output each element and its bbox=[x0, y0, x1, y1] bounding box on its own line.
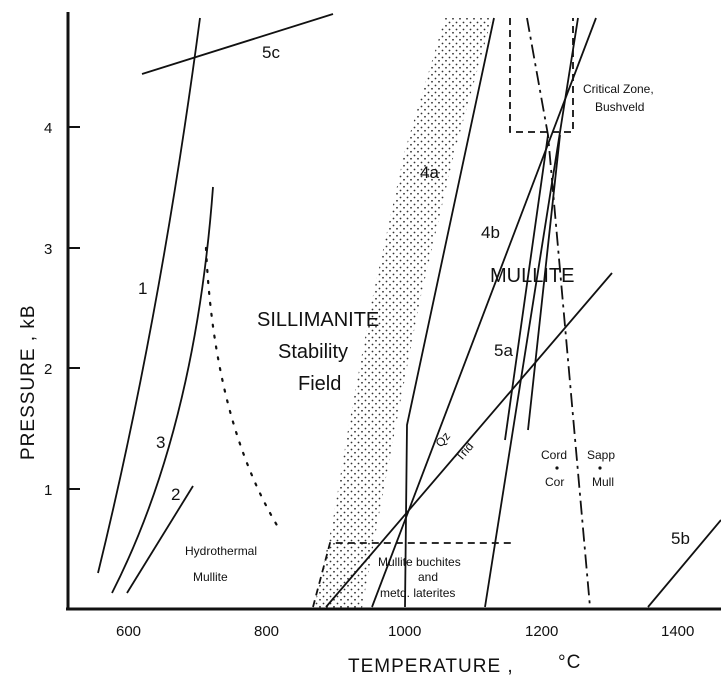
hydrothermal-trend-dotted bbox=[204, 246, 280, 529]
critical-zone-box bbox=[509, 18, 574, 133]
curve-label-5a: 5a bbox=[494, 341, 513, 360]
cord-cor-marker bbox=[555, 466, 559, 470]
x-tick-label-600: 600 bbox=[116, 623, 141, 640]
curve-label-4a: 4a bbox=[420, 163, 439, 182]
sapp-label: Sapp bbox=[587, 448, 615, 462]
curve-5c bbox=[141, 13, 334, 75]
curve-label-1: 1 bbox=[138, 279, 147, 298]
buchites-box bbox=[312, 542, 514, 608]
reaction-line-steep-3 bbox=[504, 134, 549, 441]
x-tick-label-800: 800 bbox=[254, 623, 279, 640]
y-tick-label-3: 3 bbox=[44, 241, 52, 258]
buchites-and-label: and bbox=[418, 570, 438, 584]
cor-label: Cor bbox=[545, 475, 564, 489]
y-tick-label-1: 1 bbox=[44, 482, 52, 499]
trid-label: Trid bbox=[453, 439, 477, 463]
curve-label-2: 2 bbox=[171, 485, 180, 504]
curve-3 bbox=[111, 186, 214, 594]
x-axis-title: TEMPERATURE , bbox=[348, 656, 514, 677]
hydrothermal-mullite-label: Mullite bbox=[193, 570, 228, 584]
sapp-mull-marker bbox=[598, 466, 602, 470]
critical-zone-label: Critical Zone, bbox=[583, 82, 654, 96]
sillimanite-label: SILLIMANITE bbox=[257, 309, 379, 331]
y-tick-label-2: 2 bbox=[44, 361, 52, 378]
curve-1 bbox=[97, 17, 201, 574]
curve-5b bbox=[647, 519, 721, 608]
x-tick-label-1000: 1000 bbox=[388, 623, 421, 640]
mull-label: Mull bbox=[592, 475, 614, 489]
dash-dot-boundary bbox=[526, 17, 591, 608]
x-tick-label-1400: 1400 bbox=[661, 623, 694, 640]
curve-label-3: 3 bbox=[156, 433, 165, 452]
laterites-label: metd. laterites bbox=[380, 586, 455, 600]
x-axis-unit: °C bbox=[558, 652, 581, 673]
reaction-line-steep-2 bbox=[527, 134, 561, 431]
curve-label-5b: 5b bbox=[671, 529, 690, 548]
stability-label: Stability bbox=[278, 341, 348, 363]
curve-label-4b: 4b bbox=[481, 223, 500, 242]
curve-label-5c: 5c bbox=[262, 43, 280, 62]
curve-2 bbox=[126, 485, 194, 594]
bushveld-label: Bushveld bbox=[595, 100, 644, 114]
stippled-transition-band bbox=[314, 18, 492, 608]
reaction-line-steep-1 bbox=[484, 17, 579, 608]
curve-5a bbox=[325, 272, 613, 608]
y-tick-label-4: 4 bbox=[44, 120, 52, 137]
hydrothermal-label: Hydrothermal bbox=[185, 544, 257, 558]
field-label: Field bbox=[298, 373, 341, 395]
curve-4a bbox=[404, 17, 495, 608]
x-tick-label-1200: 1200 bbox=[525, 623, 558, 640]
qz-label: Qz bbox=[433, 429, 454, 450]
buchites-label: Mullite buchites bbox=[378, 555, 461, 569]
y-axis-title: PRESSURE , kB bbox=[18, 304, 39, 460]
cord-label: Cord bbox=[541, 448, 567, 462]
mullite-field-label: MULLITE bbox=[490, 265, 574, 287]
